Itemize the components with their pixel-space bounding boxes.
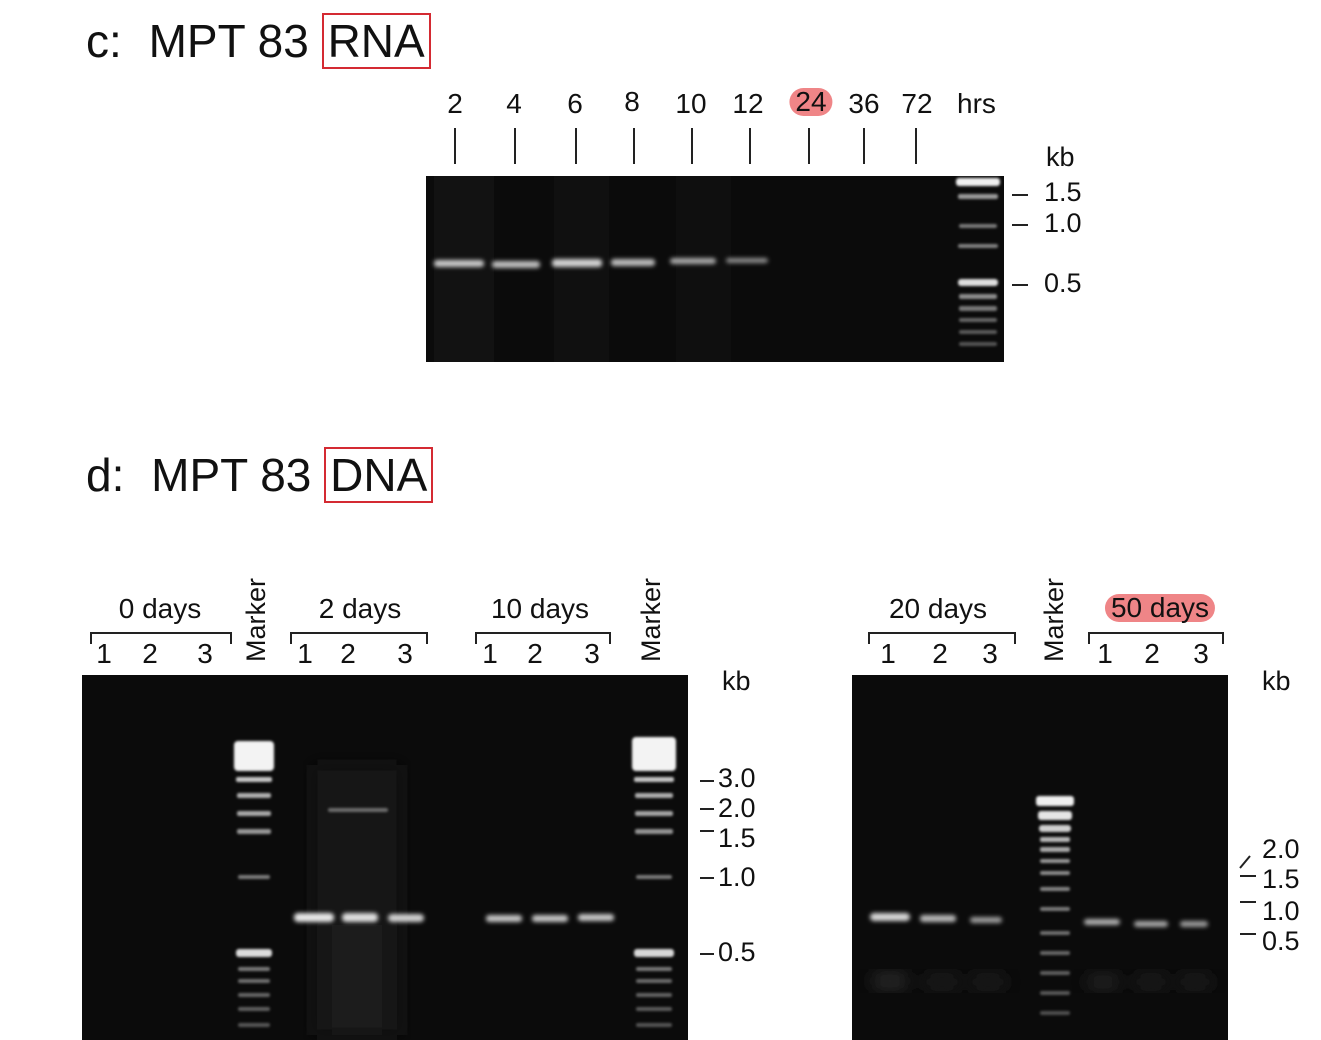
gel-image-dna-left bbox=[82, 675, 688, 1040]
kb-marker-label: 1.0 bbox=[718, 862, 756, 892]
kb-marker-label: 1.0 bbox=[1262, 896, 1300, 926]
kb-unit-label: kb bbox=[722, 666, 751, 696]
group-label: 0 days bbox=[118, 593, 202, 624]
panel-c-title-boxed: RNA bbox=[321, 13, 431, 69]
kb-tick bbox=[700, 780, 714, 782]
kb-marker-label: 1.0 bbox=[1044, 208, 1082, 238]
lane-number: 3 bbox=[397, 638, 413, 669]
kb-marker-label: 2.0 bbox=[1262, 834, 1300, 864]
group-bracket bbox=[290, 632, 428, 644]
gel-image-dna-right bbox=[852, 675, 1228, 1040]
marker-lane-label: Marker bbox=[636, 577, 666, 662]
kb-tick bbox=[1012, 194, 1028, 196]
group-bracket bbox=[1088, 632, 1224, 644]
time-label: 12 bbox=[732, 88, 764, 119]
lane-tick bbox=[454, 128, 456, 164]
group-label: 10 days bbox=[490, 593, 590, 624]
lane-tick bbox=[863, 128, 865, 164]
lane-tick bbox=[691, 128, 693, 164]
lane-tick bbox=[749, 128, 751, 164]
kb-tick bbox=[700, 808, 714, 810]
panel-c-prefix: c: bbox=[86, 15, 122, 67]
time-label: 4 bbox=[506, 88, 522, 119]
kb-unit-label: kb bbox=[1262, 666, 1291, 696]
lane-number: 1 bbox=[482, 638, 498, 669]
lane-number: 1 bbox=[297, 638, 313, 669]
kb-tick bbox=[1012, 284, 1028, 286]
lane-number: 2 bbox=[142, 638, 158, 669]
panel-d-prefix: d: bbox=[86, 449, 125, 501]
kb-marker-label: 0.5 bbox=[1044, 268, 1082, 298]
kb-unit-label: kb bbox=[1046, 142, 1075, 172]
panel-d-title-main: MPT 83 bbox=[151, 449, 312, 501]
panel-c-title-main: MPT 83 bbox=[148, 15, 309, 67]
time-label: 6 bbox=[567, 88, 583, 119]
lane-number: 2 bbox=[527, 638, 543, 669]
time-label: 10 bbox=[675, 88, 707, 119]
kb-marker-label: 1.5 bbox=[1262, 864, 1300, 894]
lane-number: 3 bbox=[584, 638, 600, 669]
lane-tick bbox=[514, 128, 516, 164]
lane-number: 3 bbox=[1193, 638, 1209, 669]
lane-number: 1 bbox=[96, 638, 112, 669]
time-label: 2 bbox=[447, 88, 463, 119]
kb-tick-group bbox=[1239, 855, 1256, 935]
lane-number: 1 bbox=[1097, 638, 1113, 669]
panel-d-title-boxed: DNA bbox=[324, 447, 434, 503]
time-label: 8 bbox=[624, 86, 640, 117]
time-unit-label: hrs bbox=[957, 88, 996, 119]
group-bracket bbox=[475, 632, 611, 644]
lane-tick bbox=[808, 128, 810, 164]
kb-marker-label: 0.5 bbox=[1262, 926, 1300, 956]
kb-tick bbox=[700, 953, 714, 955]
marker-lane-label: Marker bbox=[241, 577, 271, 662]
kb-tick bbox=[700, 830, 714, 832]
time-label-highlighted: 24 bbox=[789, 88, 833, 116]
time-label: 72 bbox=[901, 88, 933, 119]
group-label-highlighted: 50 days bbox=[1104, 594, 1216, 622]
group-bracket bbox=[868, 632, 1016, 644]
kb-marker-label: 0.5 bbox=[718, 937, 756, 967]
marker-lane-label: Marker bbox=[1039, 577, 1069, 662]
lane-number: 3 bbox=[197, 638, 213, 669]
panel-c-title: c: MPT 83 RNA bbox=[86, 13, 431, 69]
kb-tick bbox=[700, 877, 714, 879]
lane-number: 2 bbox=[1144, 638, 1160, 669]
lane-tick bbox=[915, 128, 917, 164]
lane-tick bbox=[575, 128, 577, 164]
kb-marker-label: 2.0 bbox=[718, 793, 756, 823]
gel-image-rna bbox=[426, 176, 1004, 362]
group-label: 2 days bbox=[318, 593, 402, 624]
kb-marker-label: 3.0 bbox=[718, 763, 756, 793]
panel-d-title: d: MPT 83 DNA bbox=[86, 447, 434, 503]
kb-marker-label: 1.5 bbox=[718, 823, 756, 853]
lane-tick bbox=[633, 128, 635, 164]
kb-marker-label: 1.5 bbox=[1044, 177, 1082, 207]
kb-tick bbox=[1012, 224, 1028, 226]
group-bracket bbox=[90, 632, 232, 644]
lane-number: 2 bbox=[340, 638, 356, 669]
lane-number: 3 bbox=[982, 638, 998, 669]
lane-number: 2 bbox=[932, 638, 948, 669]
lane-number: 1 bbox=[880, 638, 896, 669]
group-label: 20 days bbox=[888, 593, 988, 624]
time-label: 36 bbox=[848, 88, 880, 119]
